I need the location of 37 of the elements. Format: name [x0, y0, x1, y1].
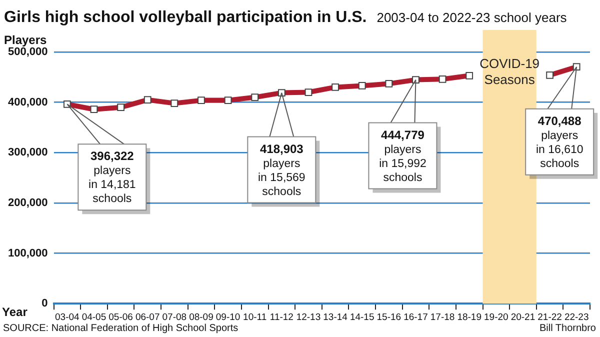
y-tick-label: 200,000 — [8, 196, 48, 209]
source-note: SOURCE: National Federation of High School Sports — [3, 323, 238, 334]
chart-title: Girls high school volleyball participation in U.S. — [4, 9, 367, 26]
y-tick-label: 400,000 — [8, 96, 48, 108]
x-tick-label: 08-09 — [189, 312, 214, 323]
x-tick-label: 20-21 — [510, 312, 536, 323]
x-tick-label: 11-12 — [270, 312, 294, 323]
x-tick-label: 12-13 — [296, 312, 321, 323]
x-tick-label: 17-18 — [430, 312, 455, 323]
y-tick-label: 100,000 — [8, 247, 48, 260]
x-tick-label: 18-19 — [457, 312, 482, 323]
annotation: 396,322 players in 14,181 schools — [88, 149, 136, 206]
y-tick-label: 0 — [42, 298, 48, 310]
x-tick-label: 06-07 — [135, 312, 160, 323]
x-tick-label: 15-16 — [376, 312, 402, 323]
x-tick-label: 03-04 — [55, 312, 80, 323]
text: Bill Thornbro — [539, 323, 596, 334]
x-tick-label: 13-14 — [323, 312, 348, 323]
annotation: 418,903 players in 15,569 schools — [258, 142, 306, 198]
annotation: 444,779 players in 15,992 schools — [379, 128, 426, 184]
y-tick-label: 500,000 — [8, 46, 48, 58]
x-axis-title: Year — [2, 305, 28, 319]
x-tick-label: 05-06 — [108, 312, 133, 323]
x-tick-label: 07-08 — [162, 312, 187, 323]
x-tick-label: 22-23 — [564, 312, 589, 323]
y-axis-title: Players — [4, 33, 48, 47]
x-tick-label: 04-05 — [82, 312, 106, 323]
x-tick-label: 16-17 — [404, 312, 428, 323]
band-label: COVID-19 Seasons — [480, 56, 540, 88]
y-tick-label: 300,000 — [8, 146, 48, 159]
annotation: 470,488 players in 16,610 schools — [536, 114, 584, 170]
x-tick-label: 10-11 — [243, 312, 267, 323]
x-tick-label: 19-20 — [484, 312, 508, 323]
chart-subtitle: 2003-04 to 2022-23 school years — [376, 10, 568, 25]
x-tick-label: 21-22 — [538, 312, 562, 323]
x-tick-label: 14-15 — [350, 312, 374, 323]
x-tick-label: 09-10 — [216, 312, 240, 323]
